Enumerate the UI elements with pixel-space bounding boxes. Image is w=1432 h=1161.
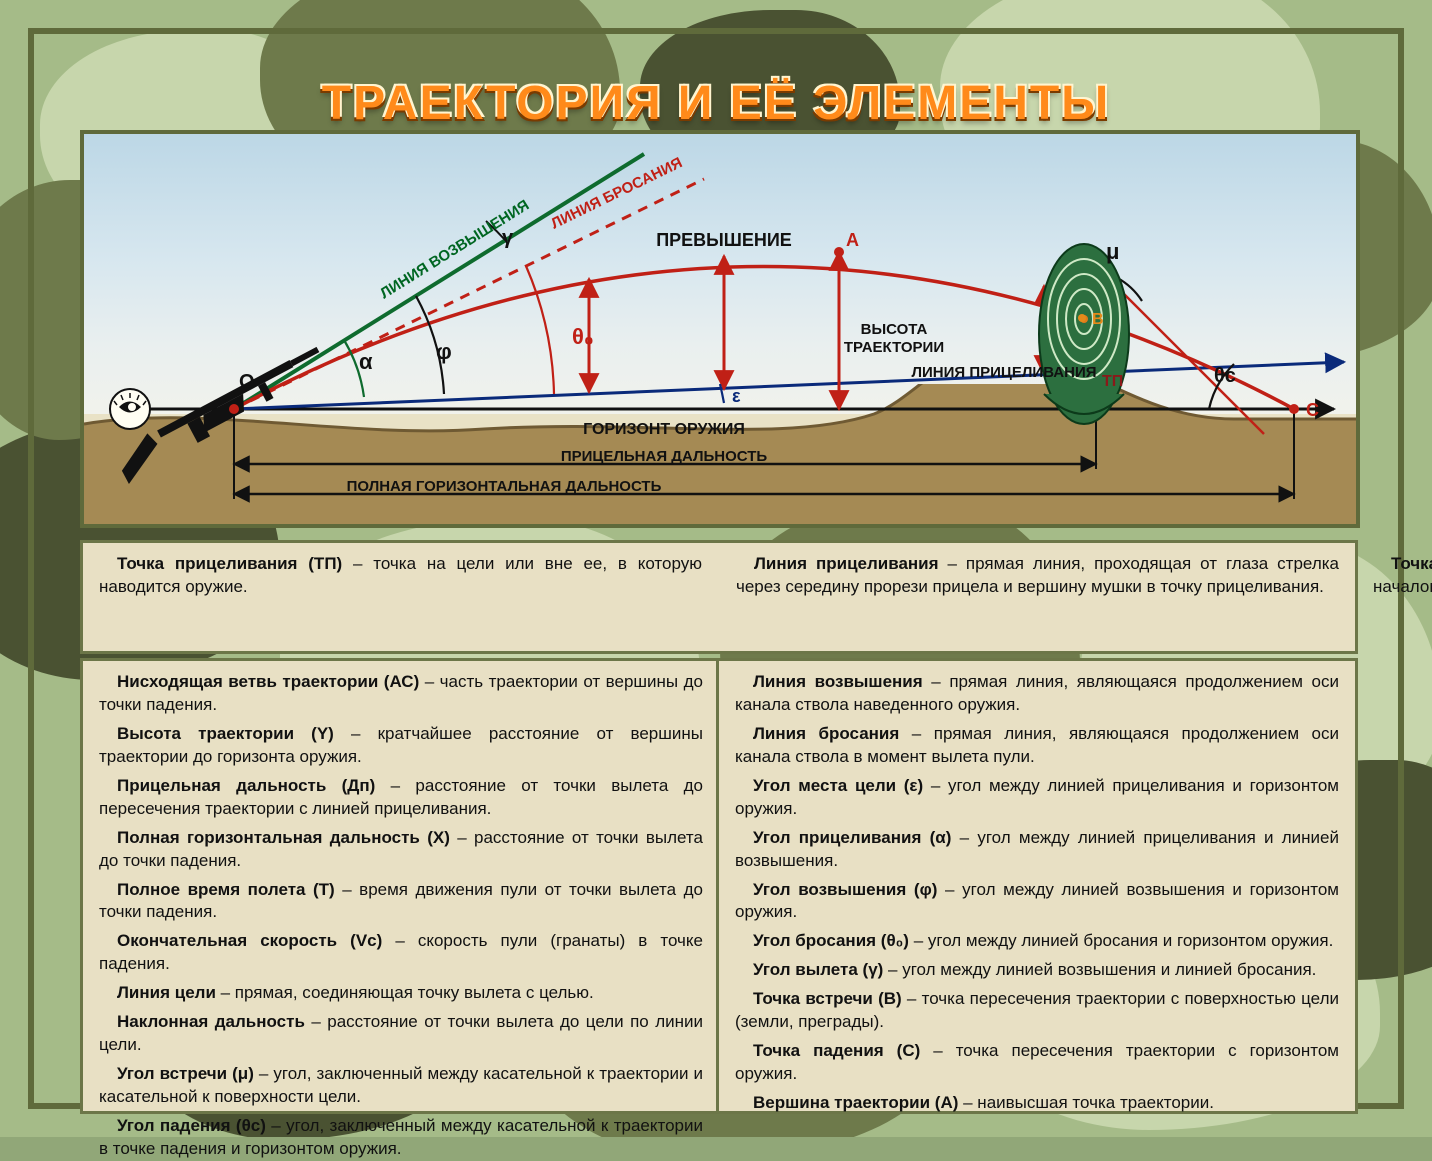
diagram-overlay: О А В С ТП ПРЕВЫШЕНИЕ ВЫСОТАТРАЕКТОРИИ Л…: [84, 134, 1356, 524]
svg-text:ПРЕВЫШЕНИЕ: ПРЕВЫШЕНИЕ: [656, 230, 792, 250]
svg-text:φ: φ: [436, 339, 452, 364]
svg-text:ВЫСОТАТРАЕКТОРИИ: ВЫСОТАТРАЕКТОРИИ: [844, 321, 944, 356]
svg-text:О: О: [239, 371, 255, 393]
svg-text:α: α: [359, 349, 373, 374]
svg-text:ε: ε: [732, 386, 741, 406]
svg-text:ЛИНИЯ ВОЗВЫШЕНИЯ: ЛИНИЯ ВОЗВЫШЕНИЯ: [377, 197, 532, 303]
svg-text:ЛИНИЯ БРОСАНИЯ: ЛИНИЯ БРОСАНИЯ: [548, 154, 685, 232]
svg-text:μ: μ: [1106, 239, 1119, 264]
svg-text:ГОРИЗОНТ ОРУЖИЯ: ГОРИЗОНТ ОРУЖИЯ: [583, 421, 745, 438]
svg-text:γ: γ: [502, 227, 514, 249]
svg-text:ТП: ТП: [1102, 373, 1123, 390]
svg-text:θ₀: θ₀: [572, 324, 594, 349]
svg-text:А: А: [846, 230, 859, 250]
svg-text:С: С: [1306, 400, 1319, 420]
poster-title: ТРАЕКТОРИЯ И ЕЁ ЭЛЕМЕНТЫ: [0, 76, 1432, 131]
svg-text:В: В: [1092, 311, 1104, 328]
svg-text:θc: θc: [1214, 365, 1236, 387]
defs-bottom-left: Нисходящая ветвь траектории (АС) – часть…: [80, 658, 722, 1114]
defs-top: Точка прицеливания (ТП) – точка на цели …: [80, 540, 1358, 654]
svg-text:ЛИНИЯ ПРИЦЕЛИВАНИЯ: ЛИНИЯ ПРИЦЕЛИВАНИЯ: [911, 364, 1096, 381]
svg-text:ПРИЦЕЛЬНАЯ ДАЛЬНОСТЬ: ПРИЦЕЛЬНАЯ ДАЛЬНОСТЬ: [561, 448, 768, 465]
trajectory-diagram: О А В С ТП ПРЕВЫШЕНИЕ ВЫСОТАТРАЕКТОРИИ Л…: [80, 130, 1360, 528]
defs-bottom-right: Линия возвышения – прямая линия, являюща…: [716, 658, 1358, 1114]
svg-text:ПОЛНАЯ ГОРИЗОНТАЛЬНАЯ ДАЛЬНОСТ: ПОЛНАЯ ГОРИЗОНТАЛЬНАЯ ДАЛЬНОСТЬ: [347, 478, 662, 495]
